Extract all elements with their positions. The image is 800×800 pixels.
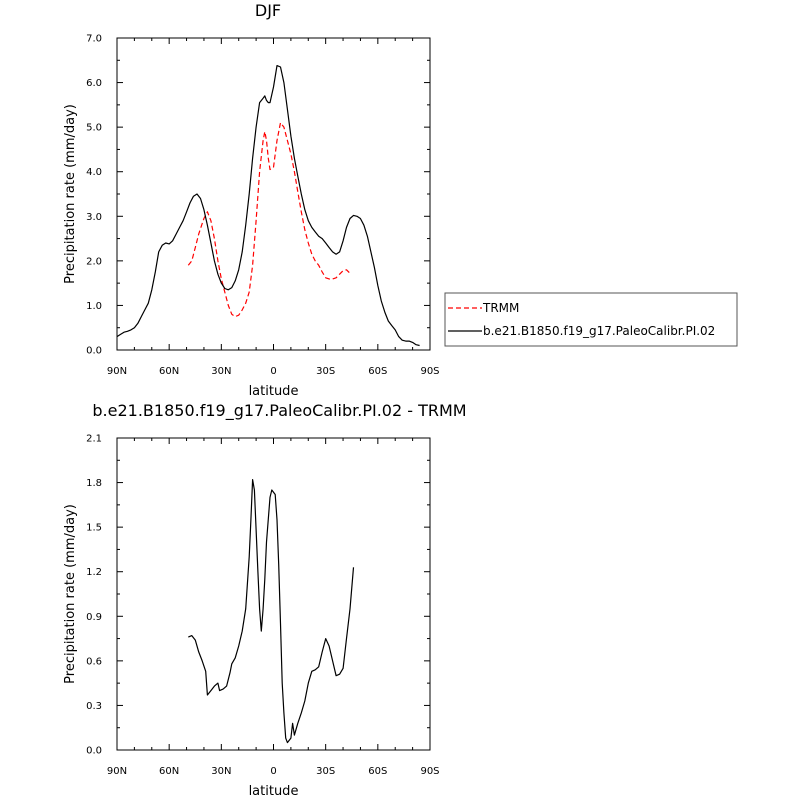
x-tick-label: 90N xyxy=(107,366,127,377)
legend-label-model: b.e21.B1850.f19_g17.PaleoCalibr.PI.02 xyxy=(483,324,715,338)
y-tick-label: 3.0 xyxy=(86,212,102,223)
y-tick-label: 1.0 xyxy=(86,301,102,312)
y-tick-label: 0.0 xyxy=(86,346,102,357)
djf-panel: 90N 60N 30N 0 30S 60S 90S 0.0 1.0 2.0 3.0 4.0 5.0 6.… xyxy=(63,1,440,399)
plot-frame xyxy=(116,437,431,751)
x-axis-ticks: 90N 60N 30N 0 30S 60S 90S xyxy=(107,38,440,377)
x-tick-label: 60S xyxy=(368,366,387,377)
legend: TRMM b.e21.B1850.f19_g17.PaleoCalibr.PI.… xyxy=(444,292,738,347)
x-axis-label: latitude xyxy=(249,384,299,399)
y-axis-ticks: 0.0 0.3 0.6 0.9 1.2 1.5 1.8 2.1 xyxy=(86,434,430,757)
difference-panel: 90N 60N 30N 0 30S 60S 90S 0.0 0.3 0.6 0.9 1.2 1.5 1.… xyxy=(63,401,467,799)
legend-box xyxy=(444,292,738,347)
y-tick-label: 0.9 xyxy=(86,612,102,623)
y-axis-ticks: 0.0 1.0 2.0 3.0 4.0 5.0 6.0 7.0 xyxy=(86,34,430,357)
y-tick-label: 1.8 xyxy=(86,478,102,489)
x-tick-label: 30S xyxy=(316,766,335,777)
x-tick-label: 60N xyxy=(159,766,179,777)
legend-label-trmm: TRMM xyxy=(482,301,519,315)
x-tick-label: 30S xyxy=(316,366,335,377)
x-tick-label: 30N xyxy=(211,366,231,377)
plot-title: b.e21.B1850.f19_g17.PaleoCalibr.PI.02 - … xyxy=(92,401,466,421)
x-tick-label: 90N xyxy=(107,766,127,777)
y-tick-label: 1.2 xyxy=(86,567,102,578)
series-line-0 xyxy=(187,122,351,318)
x-tick-label: 60S xyxy=(368,766,387,777)
x-tick-label: 0 xyxy=(270,766,276,777)
y-tick-label: 5.0 xyxy=(86,123,102,134)
series-lines xyxy=(188,479,355,744)
y-tick-label: 6.0 xyxy=(86,78,102,89)
series-lines xyxy=(116,65,420,347)
x-tick-label: 90S xyxy=(420,766,439,777)
y-tick-label: 2.1 xyxy=(86,434,102,445)
plot-title: DJF xyxy=(255,1,281,20)
x-tick-label: 30N xyxy=(211,766,231,777)
y-tick-label: 1.5 xyxy=(86,523,102,534)
y-tick-label: 0.3 xyxy=(86,701,102,712)
x-tick-label: 90S xyxy=(420,366,439,377)
y-axis-label: Precipitation rate (mm/day) xyxy=(63,104,78,284)
x-axis-ticks: 90N 60N 30N 0 30S 60S 90S xyxy=(107,438,440,777)
y-tick-label: 0.0 xyxy=(86,746,102,757)
y-tick-label: 7.0 xyxy=(86,34,102,45)
x-axis-label: latitude xyxy=(249,784,299,799)
x-tick-label: 0 xyxy=(270,366,276,377)
y-tick-label: 2.0 xyxy=(86,256,102,267)
series-line-1 xyxy=(116,65,420,347)
y-tick-label: 0.6 xyxy=(86,656,102,667)
x-tick-label: 60N xyxy=(159,366,179,377)
y-axis-label: Precipitation rate (mm/day) xyxy=(63,504,78,684)
series-line-0 xyxy=(188,479,355,744)
y-tick-label: 4.0 xyxy=(86,167,102,178)
